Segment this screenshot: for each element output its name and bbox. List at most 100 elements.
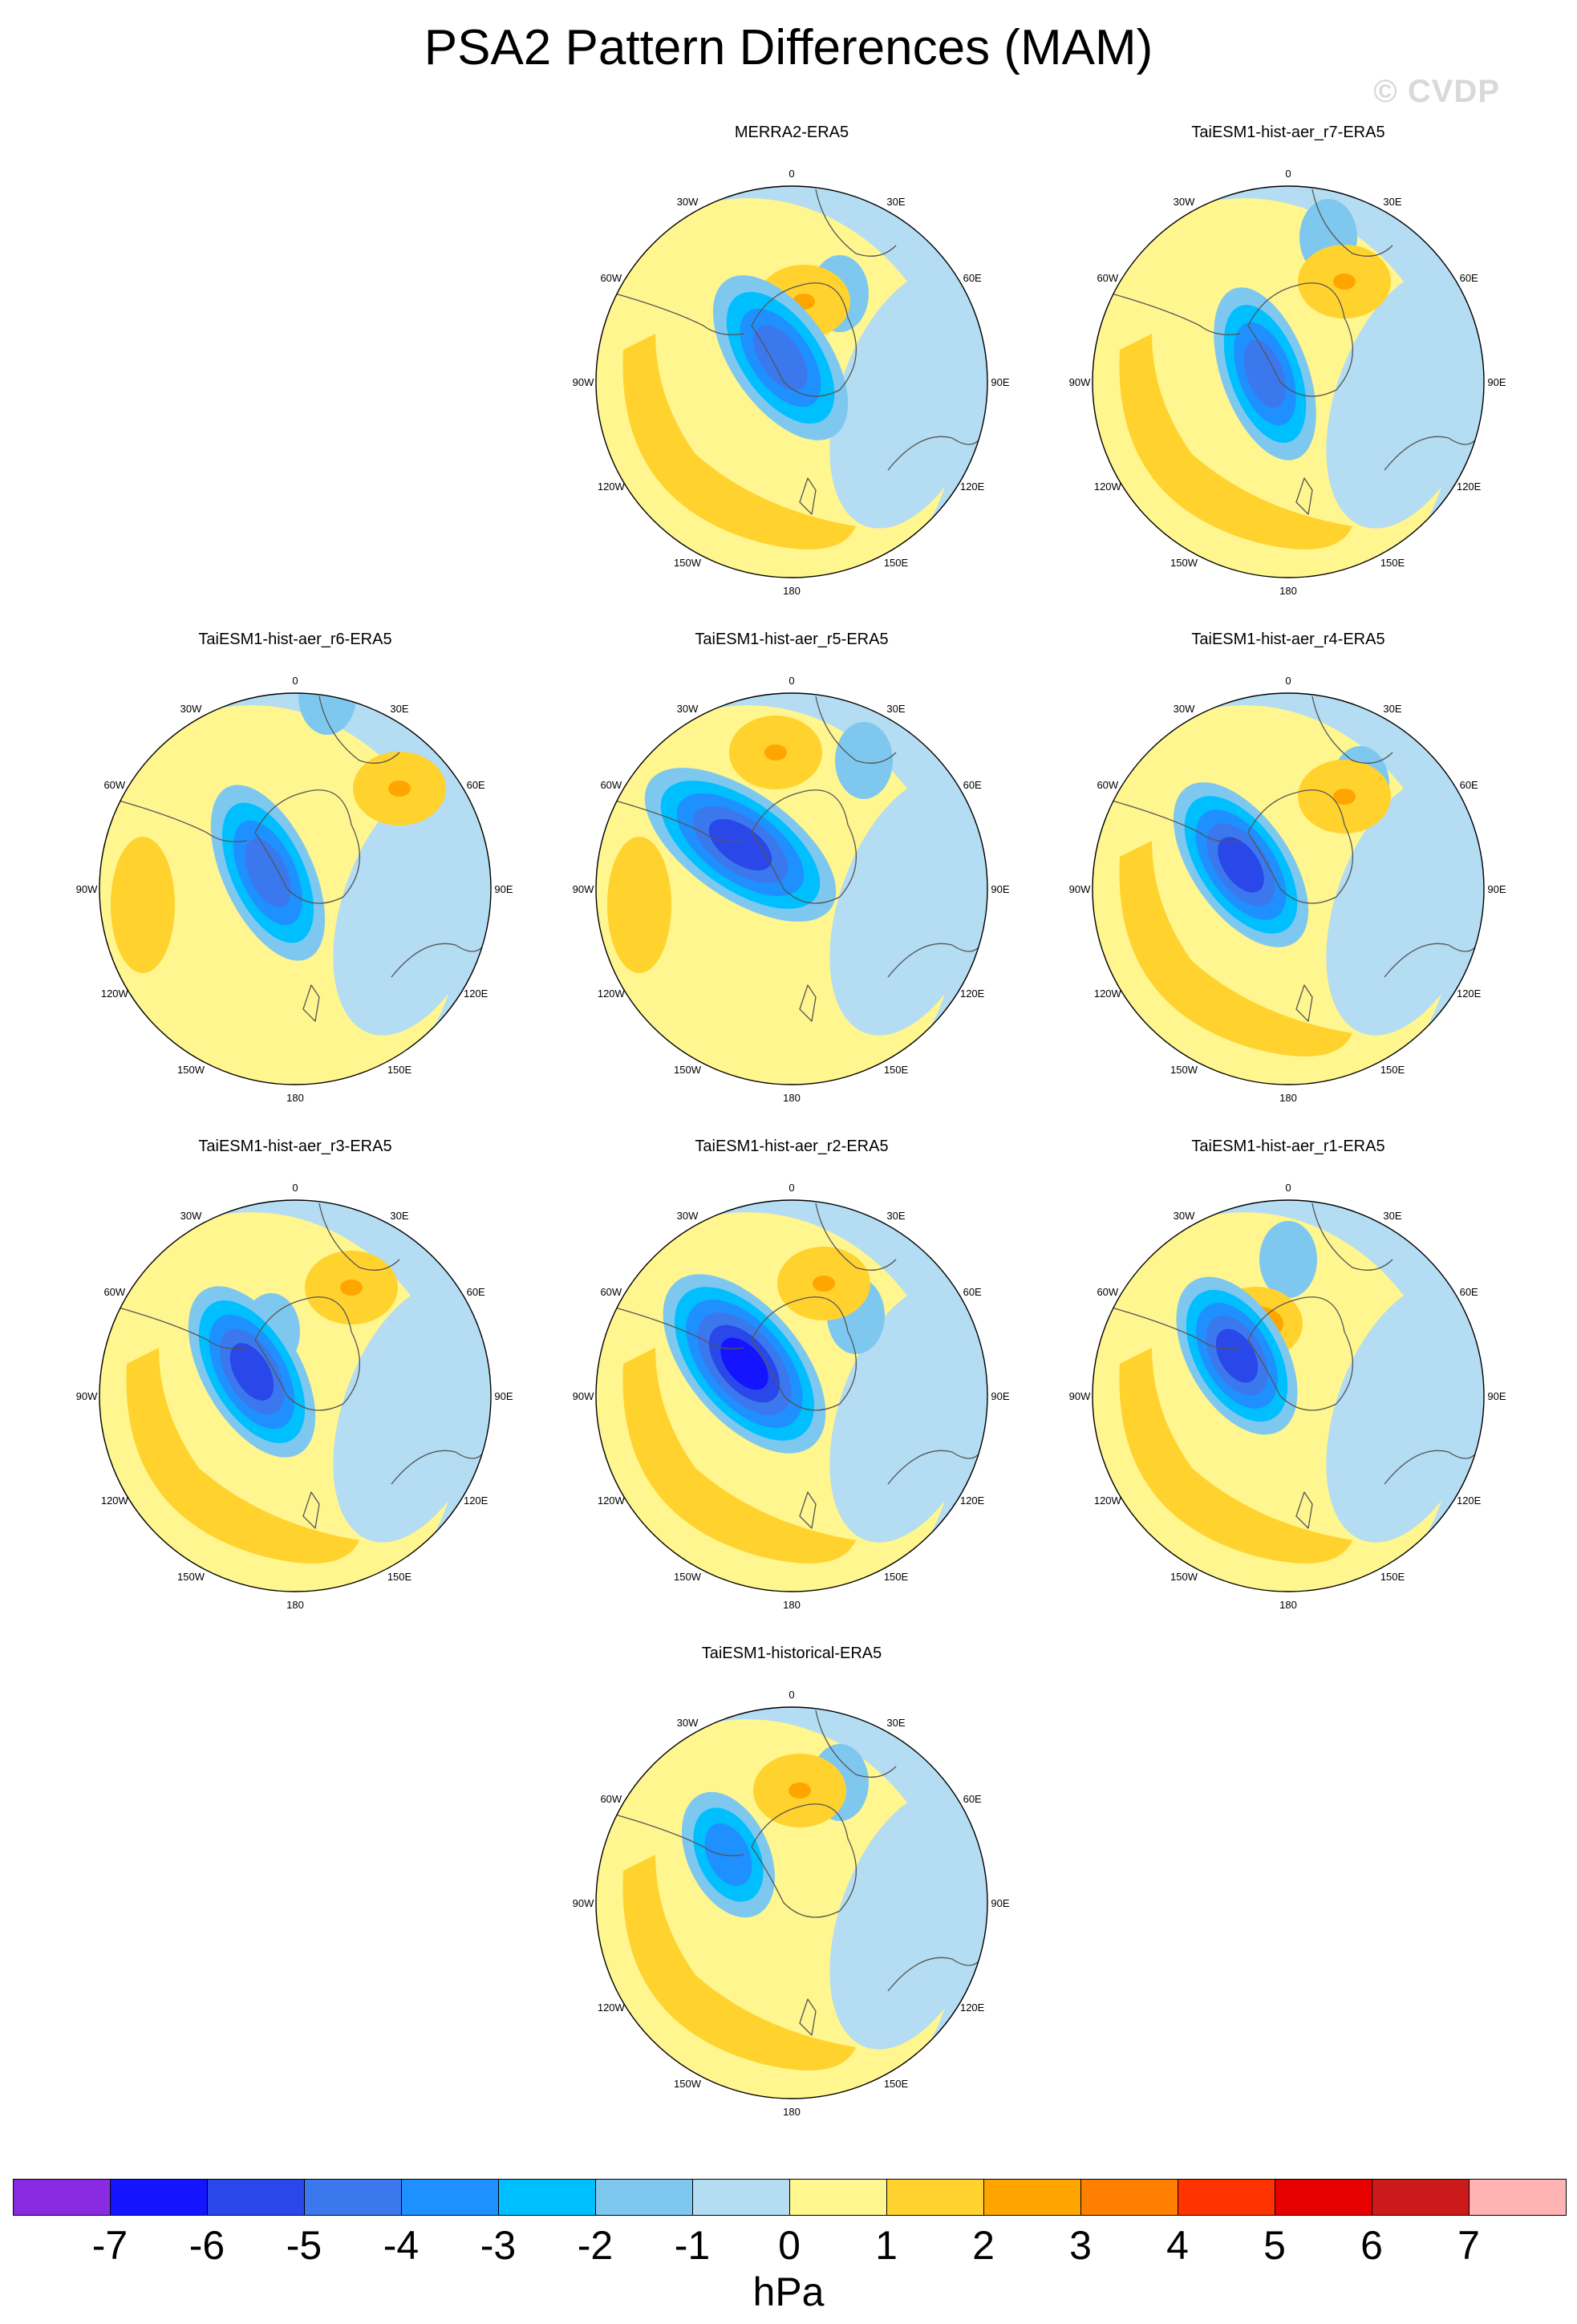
colorbar-tick-label: 0 [778, 2223, 801, 2268]
longitude-label: 90E [1487, 1390, 1506, 1402]
longitude-label: 60E [963, 1793, 982, 1805]
colorbar-swatch [207, 2179, 305, 2216]
longitude-label: 150W [674, 557, 702, 569]
longitude-label: 30E [1383, 196, 1401, 208]
polar-stereographic-map: 0 30E 60E 90E 120E 150E 180 150W 120W 90W 60W 30W [573, 1182, 1010, 1611]
colorbar-units: hPa [752, 2269, 825, 2314]
longitude-label: 60E [467, 1286, 485, 1298]
longitude-label: 30W [677, 1210, 699, 1222]
longitude-label: 150W [1170, 557, 1198, 569]
longitude-label: 150E [1380, 557, 1405, 569]
longitude-label: 30W [180, 703, 202, 715]
longitude-label: 0 [1285, 675, 1291, 687]
longitude-label: 120W [598, 988, 626, 1000]
coastline [614, 1203, 985, 1529]
longitude-label: 90E [991, 376, 1009, 388]
longitude-label: 90W [573, 883, 594, 895]
longitude-label: 180 [286, 1599, 304, 1611]
longitude-label: 90E [494, 883, 513, 895]
longitude-label: 120W [598, 2002, 626, 2014]
longitude-label: 30E [1383, 1210, 1401, 1222]
longitude-label: 0 [292, 1182, 298, 1194]
colorbar-tick-label: -4 [383, 2223, 420, 2268]
colorbar-swatch [304, 2179, 402, 2216]
longitude-label: 120W [1094, 481, 1122, 493]
map-panel: TaiESM1-hist-aer_r7-ERA5 0 30E 60E 90E 120E 15… [1068, 122, 1508, 611]
longitude-label: 150W [1170, 1571, 1198, 1583]
longitude-label: 0 [1285, 168, 1291, 180]
longitude-label: 30W [677, 196, 699, 208]
map-panel: TaiESM1-hist-aer_r1-ERA5 0 30E 60E 90E 120E 15… [1068, 1136, 1508, 1625]
panel-title: TaiESM1-hist-aer_r2-ERA5 [695, 1138, 889, 1155]
polar-stereographic-map: 0 30E 60E 90E 120E 150E 180 150W 120W 90W 60W 30W [1069, 675, 1506, 1104]
longitude-label: 60W [600, 779, 622, 791]
longitude-label: 120E [960, 2002, 985, 2014]
colorbar-tick-label: 6 [1360, 2223, 1383, 2268]
longitude-label: 150W [177, 1064, 205, 1076]
panel-title: TaiESM1-hist-aer_r7-ERA5 [1191, 124, 1385, 141]
longitude-label: 90E [991, 883, 1009, 895]
longitude-label: 90W [1069, 883, 1091, 895]
longitude-label: 30W [1174, 703, 1195, 715]
colorbar-tick-label: -6 [189, 2223, 225, 2268]
contour-field [99, 693, 491, 1085]
longitude-label: 150E [884, 557, 909, 569]
longitude-label: 30W [1174, 196, 1195, 208]
longitude-label: 30E [886, 703, 905, 715]
colorbar-swatch [1372, 2179, 1470, 2216]
longitude-label: 180 [286, 1092, 304, 1104]
longitude-label: 60E [1460, 272, 1478, 284]
colorbar-swatch [692, 2179, 790, 2216]
longitude-label: 90W [1069, 1390, 1091, 1402]
map-panel: MERRA2-ERA5 0 30E 60E 90E 120E 150E 180 150W 120W… [572, 122, 1011, 611]
longitude-label: 150W [674, 2078, 702, 2090]
longitude-label: 150W [674, 1571, 702, 1583]
longitude-label: 90W [573, 376, 594, 388]
panel-title: TaiESM1-historical-ERA5 [701, 1645, 882, 1662]
longitude-label: 60W [103, 779, 125, 791]
longitude-label: 60W [103, 1286, 125, 1298]
longitude-label: 180 [1279, 1599, 1297, 1611]
colorbar-swatch [1469, 2179, 1567, 2216]
coastline [614, 1710, 985, 2036]
map-panel: TaiESM1-hist-aer_r6-ERA5 0 30E 60E 90E 120E 15… [75, 629, 515, 1118]
colorbar-swatch [1178, 2179, 1275, 2216]
longitude-label: 120W [101, 988, 129, 1000]
longitude-label: 30E [390, 703, 408, 715]
longitude-label: 120E [960, 988, 985, 1000]
colorbar-tick-label: 4 [1166, 2223, 1189, 2268]
contour-field [596, 693, 987, 1085]
contour-field [1093, 693, 1484, 1085]
longitude-label: 90E [991, 1390, 1009, 1402]
longitude-label: 120E [464, 988, 489, 1000]
longitude-label: 0 [788, 1182, 794, 1194]
contour-field [99, 1200, 491, 1592]
coastline [614, 696, 985, 1022]
longitude-label: 120E [1457, 481, 1482, 493]
panel-title: TaiESM1-hist-aer_r3-ERA5 [198, 1138, 392, 1155]
polar-stereographic-map: 0 30E 60E 90E 120E 150E 180 150W 120W 90W 60W 30W [76, 1182, 513, 1611]
longitude-label: 60E [1460, 1286, 1478, 1298]
panel-title: TaiESM1-hist-aer_r6-ERA5 [198, 631, 392, 648]
colorbar-swatch [1275, 2179, 1372, 2216]
longitude-label: 60W [1097, 779, 1118, 791]
longitude-label: 150E [387, 1064, 412, 1076]
longitude-label: 30W [180, 1210, 202, 1222]
longitude-label: 150E [884, 1064, 909, 1076]
longitude-label: 120W [598, 481, 626, 493]
panel-title: TaiESM1-hist-aer_r5-ERA5 [695, 631, 889, 648]
longitude-label: 90E [1487, 883, 1506, 895]
map-panel: TaiESM1-hist-aer_r4-ERA5 0 30E 60E 90E 120E 15… [1068, 629, 1508, 1118]
coastline [118, 696, 489, 1022]
polar-stereographic-map: 0 30E 60E 90E 120E 150E 180 150W 120W 90W 60W 30W [1069, 168, 1506, 597]
colorbar-tick-label: 7 [1457, 2223, 1480, 2268]
longitude-label: 0 [788, 675, 794, 687]
map-panel: TaiESM1-hist-aer_r3-ERA5 0 30E 60E 90E 120E 15… [75, 1136, 515, 1625]
longitude-label: 150W [674, 1064, 702, 1076]
longitude-label: 150E [387, 1571, 412, 1583]
longitude-label: 0 [292, 675, 298, 687]
longitude-label: 150W [177, 1571, 205, 1583]
colorbar-swatch [401, 2179, 499, 2216]
colorbar-swatch [789, 2179, 887, 2216]
contour-field [1093, 1200, 1484, 1592]
